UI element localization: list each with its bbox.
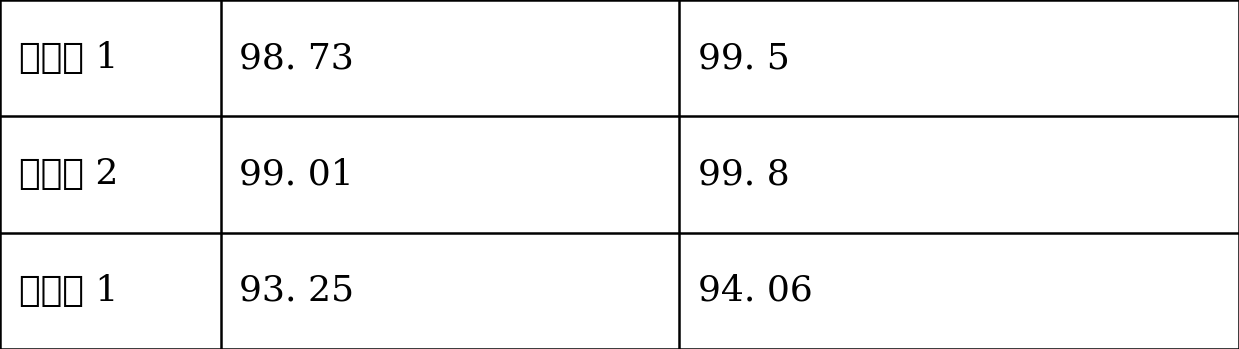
Text: 99. 5: 99. 5 <box>698 41 789 75</box>
Text: 实施例 2: 实施例 2 <box>19 157 118 192</box>
Text: 93. 25: 93. 25 <box>239 274 354 308</box>
Text: 实施例 1: 实施例 1 <box>19 41 118 75</box>
Text: 99. 01: 99. 01 <box>239 157 354 192</box>
Text: 99. 8: 99. 8 <box>698 157 789 192</box>
Text: 对比例 1: 对比例 1 <box>19 274 118 308</box>
Text: 98. 73: 98. 73 <box>239 41 354 75</box>
Text: 94. 06: 94. 06 <box>698 274 813 308</box>
